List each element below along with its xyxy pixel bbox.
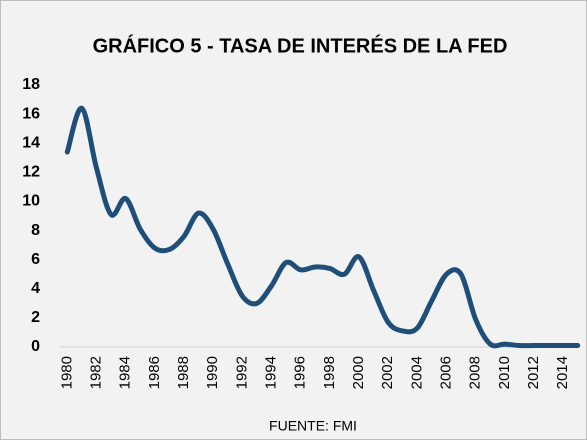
x-tick-label: 1990 [204,356,221,389]
y-tick-label: 0 [31,338,40,355]
y-tick-label: 8 [31,222,40,239]
y-tick-label: 12 [22,164,40,181]
y-tick-label: 16 [22,105,40,122]
x-tick-label: 2006 [437,356,454,389]
chart-title: GRÁFICO 5 - TASA DE INTERÉS DE LA FED [93,34,508,57]
x-tick-label: 2010 [496,356,513,389]
x-tick-label: 1994 [262,356,279,389]
x-tick-label: 1988 [175,356,192,389]
y-tick-label: 14 [22,134,40,151]
y-tick-label: 18 [22,76,40,93]
x-tick-label: 1986 [146,356,163,389]
x-tick-label: 2000 [350,356,367,389]
y-tick-label: 10 [22,193,40,210]
x-tick-label: 1984 [117,356,134,389]
y-tick-label: 6 [31,251,40,268]
x-tick-label: 2012 [525,356,542,389]
x-tick-label: 1998 [321,356,338,389]
source-note: FUENTE: FMI [269,418,357,434]
x-tick-label: 2004 [408,356,425,389]
x-tick-label: 1980 [58,356,75,389]
x-tick-label: 2008 [467,356,484,389]
x-tick-label: 1996 [292,356,309,389]
line-series [64,105,581,349]
x-tick-label: 1992 [233,356,250,389]
x-tick-label: 2002 [379,356,396,389]
y-tick-label: 2 [31,309,40,326]
x-tick-label: 1982 [87,356,104,389]
x-tick-label: 2014 [554,356,571,389]
y-tick-label: 4 [31,280,40,297]
